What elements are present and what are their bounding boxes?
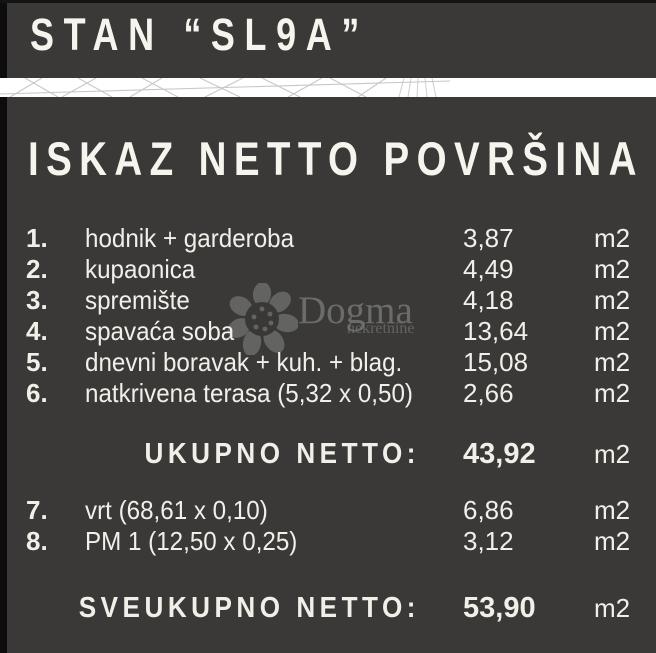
table-row: 2. kupaonica 4,49 m2 [0,254,656,284]
row-value: 4,49 [463,254,514,284]
subtotal-label: UKUPNO NETTO: [144,438,420,470]
row-label: hodnik + garderoba [85,223,295,253]
grand-total-row: SVEUKUPNO NETTO: 53,90 m2 [0,592,656,624]
subtotal-unit: m2 [594,439,631,469]
row-unit: m2 [594,316,631,346]
row-number: 1. [26,223,48,253]
table-row: 4. spavaća soba 13,64 m2 [0,316,656,346]
table-row: 1. hodnik + garderoba 3,87 m2 [0,223,656,253]
table-row: 6. natkrivena terasa (5,32 x 0,50) 2,66 … [0,378,656,408]
row-label: PM 1 (12,50 x 0,25) [85,526,298,556]
row-value: 3,87 [463,223,514,253]
row-unit: m2 [594,495,631,525]
top-edge-rule [0,0,656,3]
row-number: 3. [26,285,48,315]
row-value: 6,86 [463,495,514,525]
watermark: Dogma nekretnine [226,282,415,360]
watermark-subtitle-text: nekretnine [347,320,415,337]
table-row: 3. spremište 4,18 m2 [0,285,656,315]
floorplan-sliver-strip [0,78,656,97]
row-label: spavaća soba [85,316,235,346]
grand-total-label: SVEUKUPNO NETTO: [78,592,421,624]
floorplan-hatch-lines [0,78,451,97]
row-number: 7. [26,495,48,525]
row-value: 2,66 [463,378,514,408]
subtotal-value: 43,92 [463,438,536,470]
watermark-brand-text: Dogma [298,289,413,332]
row-value: 15,08 [463,347,529,377]
row-number: 8. [26,526,48,556]
row-unit: m2 [594,378,631,408]
table-row: 8. PM 1 (12,50 x 0,25) 3,12 m2 [0,526,656,556]
row-label: kupaonica [85,254,196,284]
subtotal-row: UKUPNO NETTO: 43,92 m2 [0,438,656,470]
grand-total-unit: m2 [594,593,631,623]
section-heading: ISKAZ NETTO POVRŠINA [28,132,644,185]
row-unit: m2 [594,223,631,253]
row-unit: m2 [594,254,631,284]
row-value: 3,12 [463,526,514,556]
left-edge-rule [0,0,7,653]
row-unit: m2 [594,285,631,315]
row-unit: m2 [594,347,631,377]
table-row: 7. vrt (68,61 x 0,10) 6,86 m2 [0,495,656,525]
row-label: spremište [85,285,190,315]
table-row: 5. dnevni boravak + kuh. + blag. 15,08 m… [0,347,656,377]
apartment-title: STAN “SL9A” [30,9,369,60]
row-number: 5. [26,347,48,377]
row-value: 4,18 [463,285,514,315]
row-label: vrt (68,61 x 0,10) [85,495,268,525]
row-label: dnevni boravak + kuh. + blag. [85,347,403,377]
row-label: natkrivena terasa (5,32 x 0,50) [85,378,413,408]
row-unit: m2 [594,526,631,556]
row-number: 6. [26,378,48,408]
row-value: 13,64 [463,316,529,346]
dogma-logo-icon [227,282,299,356]
row-number: 4. [26,316,48,346]
row-number: 2. [26,254,48,284]
grand-total-value: 53,90 [463,592,536,624]
